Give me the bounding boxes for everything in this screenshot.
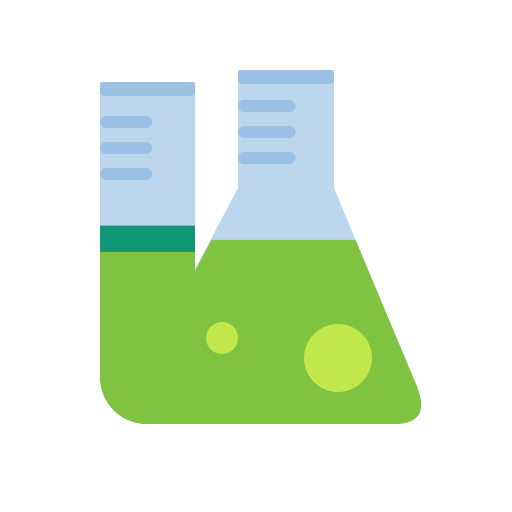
- chemistry-flasks-icon: [0, 0, 512, 512]
- flasks-svg: [0, 0, 512, 512]
